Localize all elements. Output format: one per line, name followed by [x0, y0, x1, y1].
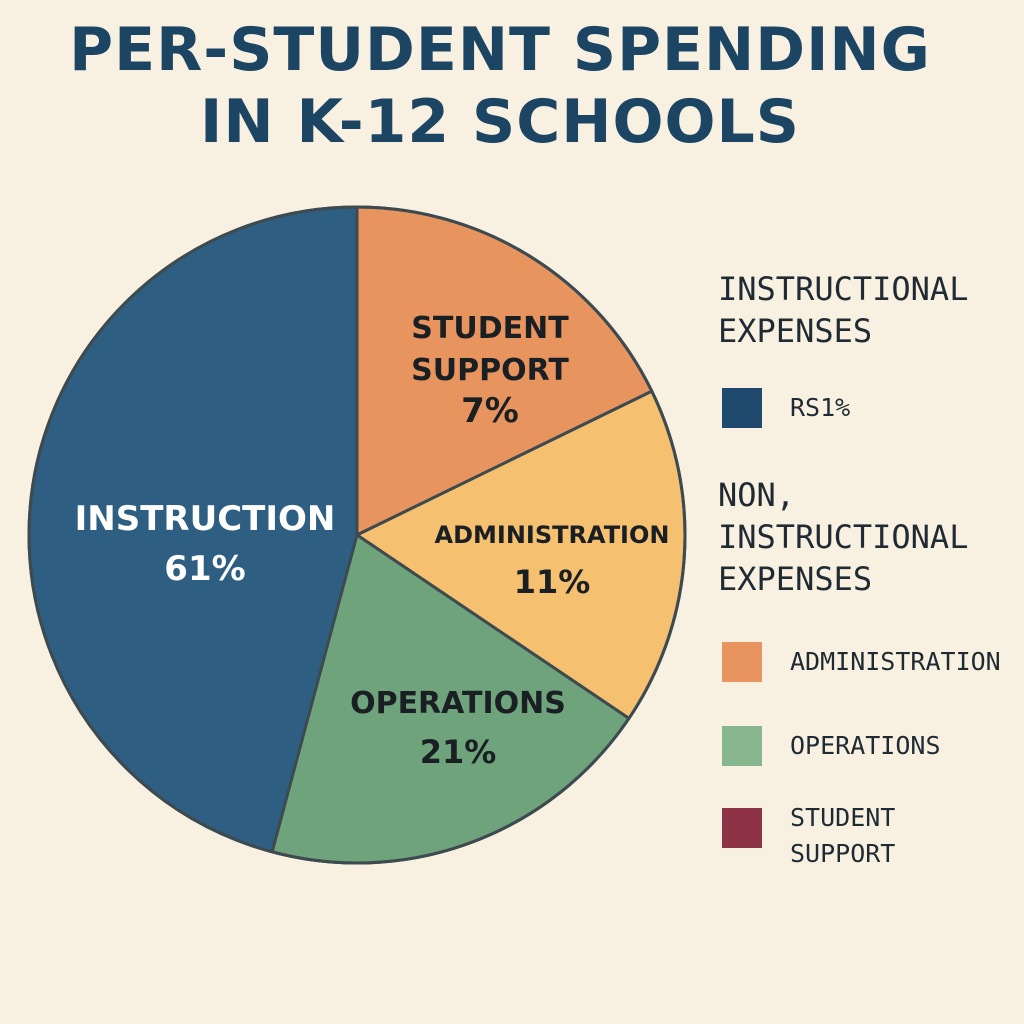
slice-name-label: INSTRUCTION	[75, 499, 336, 539]
legend-heading-line: EXPENSES	[718, 312, 873, 350]
pie-outline	[27, 205, 687, 865]
legend-label-operations: OPERATIONS	[790, 731, 941, 760]
legend-heading-line: NON,	[718, 476, 796, 514]
slice-name-label: OPERATIONS	[350, 686, 566, 721]
slice-name-label: ADMINISTRATION	[435, 521, 670, 549]
legend-group-non-instructional-heading: NON, INSTRUCTIONAL EXPENSES	[718, 474, 968, 600]
slice-percent-label: 21%	[420, 733, 497, 771]
slice-label-administration: ADMINISTRATION 11%	[435, 521, 670, 601]
legend-label-rs1: RS1%	[790, 393, 851, 422]
pie-chart: INSTRUCTION 61% STUDENT SUPPORT 7% ADMINISTRA…	[27, 205, 687, 865]
slice-percent-label: 7%	[461, 391, 519, 431]
slice-percent-label: 61%	[164, 549, 245, 589]
legend-group-instructional-heading: INSTRUCTIONAL EXPENSES	[718, 268, 968, 352]
legend-swatch-administration	[722, 642, 762, 682]
legend-swatch-student-support	[722, 808, 762, 848]
slice-name-label: SUPPORT	[411, 353, 569, 388]
slice-label-instruction: INSTRUCTION 61%	[75, 499, 336, 589]
legend-heading-line: EXPENSES	[718, 560, 873, 598]
legend-heading-line: INSTRUCTIONAL	[718, 518, 969, 556]
slice-percent-label: 11%	[514, 563, 591, 601]
slice-label-student-support: STUDENT SUPPORT 7%	[411, 311, 569, 431]
slice-label-operations: OPERATIONS 21%	[350, 686, 566, 771]
legend-swatch-operations	[722, 726, 762, 766]
legend-label-student-support: STUDENT SUPPORT	[790, 803, 896, 868]
legend-swatch-rs1	[722, 388, 762, 428]
legend-label-administration: ADMINISTRATION	[790, 647, 1001, 676]
chart-title: PER-STUDENT SPENDING IN K-12 SCHOOLS	[0, 14, 1000, 158]
chart-title-line-1: PER-STUDENT SPENDING	[69, 15, 931, 85]
slice-name-label: STUDENT	[411, 311, 569, 346]
legend-heading-line: INSTRUCTIONAL	[718, 270, 969, 308]
chart-title-line-2: IN K-12 SCHOOLS	[200, 87, 800, 157]
